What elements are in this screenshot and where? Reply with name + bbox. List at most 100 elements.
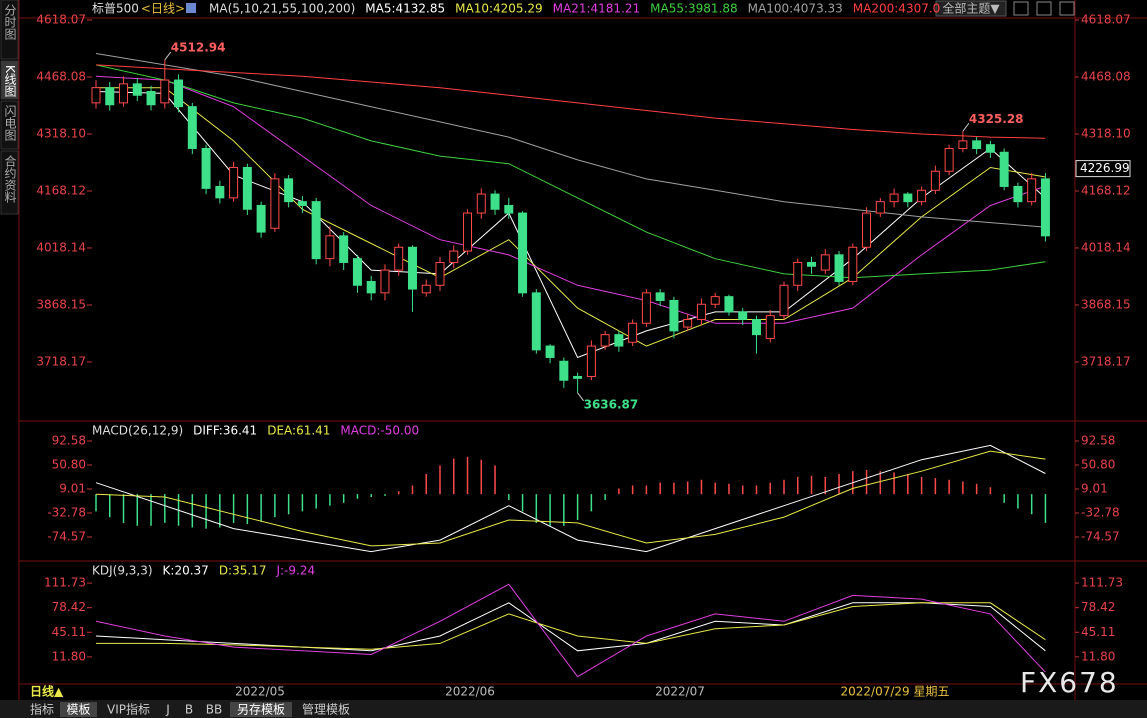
indicator-line (95, 91, 1046, 359)
theme-button[interactable] (935, 0, 1007, 17)
sidebar-tab[interactable] (0, 0, 19, 60)
candle-body (256, 204, 266, 233)
candle-body (160, 79, 170, 104)
legend-entry: MA21:4181.21 (553, 2, 641, 16)
sidebar-tab[interactable] (0, 60, 19, 100)
annotation-leader (164, 51, 172, 61)
sidebar-tab[interactable] (0, 150, 19, 215)
candle-body (944, 147, 954, 172)
candle-body (490, 193, 500, 210)
candle-body (91, 87, 101, 104)
tab[interactable] (296, 702, 356, 717)
tab-label[interactable]: VIP指标 (107, 702, 150, 717)
tab-label[interactable]: B (185, 703, 193, 717)
y-tick-label: 50.80 (52, 457, 86, 471)
candle-body (297, 201, 307, 206)
candle-body (146, 90, 156, 106)
tab-label[interactable]: 指标 (30, 702, 54, 717)
candle-body (641, 292, 651, 324)
candle-body (586, 345, 596, 377)
tab[interactable] (230, 702, 292, 717)
candle-body (793, 261, 803, 286)
y-tick-label: 9.01 (1081, 481, 1108, 495)
tab[interactable] (101, 702, 156, 717)
candle-body (889, 193, 899, 203)
candle-body (765, 315, 775, 339)
sidebar-tab[interactable] (0, 100, 19, 150)
annotation-leader (962, 122, 970, 132)
candle-body (504, 204, 514, 214)
sidebar-tab-label[interactable]: 合约资料 (3, 154, 17, 203)
tab[interactable] (160, 702, 176, 717)
y-tick-label: -32.78 (47, 505, 86, 519)
sidebar-tab-label[interactable]: 闪电图 (3, 105, 17, 141)
indicator-line (95, 75, 1046, 324)
theme-label[interactable]: 全部主题▼ (942, 1, 1000, 16)
y-tick-label: 4168.12 (1081, 183, 1131, 197)
price-annotation: 4512.94 (171, 40, 226, 54)
y-tick-label: 4468.08 (1081, 69, 1131, 83)
window-button[interactable] (1036, 1, 1052, 16)
legend-entry: MACD(26,12,9) (92, 424, 183, 438)
candle-body (1013, 185, 1023, 203)
window-button[interactable] (1059, 1, 1075, 16)
tab[interactable] (28, 702, 56, 717)
sidebar-tab-label[interactable]: K线图 (3, 65, 17, 97)
y-tick-label: 45.11 (52, 625, 86, 639)
candle-body (738, 311, 748, 320)
candle-body (545, 345, 555, 358)
candle-body (862, 212, 872, 248)
tab-label[interactable]: 模板 (66, 703, 90, 717)
candle-body (463, 212, 473, 252)
y-tick-label: -74.57 (1081, 529, 1120, 543)
indicator-line (96, 87, 1046, 347)
tab[interactable] (60, 702, 97, 717)
legend-entry: MACD:-50.00 (340, 424, 419, 438)
candle-body (366, 280, 376, 294)
y-tick-label: 9.01 (59, 481, 86, 495)
indicator-line (95, 53, 1046, 228)
candle-body (655, 292, 665, 301)
window-button[interactable] (1013, 1, 1029, 16)
legend-entry: J:-9.24 (275, 564, 315, 578)
candle-body (669, 299, 679, 332)
candle-body (724, 296, 734, 313)
period-selector[interactable]: 日线▲ (30, 684, 64, 699)
candle-body (407, 246, 417, 290)
date-label: 2022/07 (655, 685, 705, 699)
date-label: 2022/07/29 星期五 (841, 685, 950, 699)
candle-body (930, 170, 940, 191)
candle-body (683, 318, 693, 328)
tab-label[interactable]: J (165, 703, 170, 717)
y-tick-label: 45.11 (1081, 625, 1115, 639)
candle-body (435, 261, 445, 286)
candle-body (848, 246, 858, 282)
candle-body (394, 246, 404, 271)
y-tick-label: 3718.17 (1081, 354, 1131, 368)
legend-entry: K:20.37 (163, 564, 209, 578)
legend-entry: <日线> (141, 2, 185, 16)
y-tick-label: -74.57 (47, 529, 86, 543)
tab-label[interactable]: BB (206, 703, 222, 717)
tab-label[interactable]: 另存模板 (237, 703, 285, 717)
tab[interactable] (180, 702, 198, 717)
candle-body (779, 284, 789, 317)
candle-body (573, 375, 583, 379)
tab-label[interactable]: 管理模板 (302, 702, 350, 717)
candle-body (834, 254, 844, 282)
candle-body (105, 87, 115, 106)
candle-body (985, 144, 995, 153)
sidebar-tab-label[interactable]: 分时图 (3, 4, 17, 40)
candle-body (999, 151, 1009, 187)
tab[interactable] (202, 702, 226, 717)
last-price-box (1075, 160, 1131, 178)
y-tick-label: 4318.10 (1081, 126, 1131, 140)
candle-body (958, 140, 968, 149)
candle-body (1040, 178, 1050, 237)
candle-body (696, 303, 706, 320)
candle-body (531, 292, 541, 351)
legend-entry: MA200:4307.0 (853, 2, 941, 16)
y-tick-label: 4318.10 (36, 126, 86, 140)
legend-entry: DEA:61.41 (267, 424, 330, 438)
